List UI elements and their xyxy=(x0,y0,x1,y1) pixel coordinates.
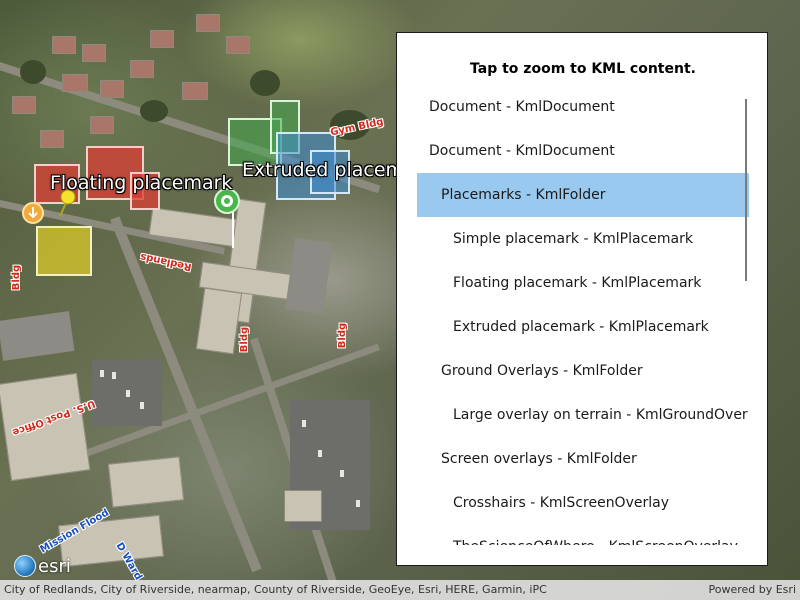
map-label-bldg: Bldg xyxy=(11,264,23,291)
map-car xyxy=(340,470,344,477)
kml-tree-item[interactable]: Screen overlays - KmlFolder xyxy=(417,437,749,481)
map-roof xyxy=(58,514,164,568)
map-roof xyxy=(40,130,64,148)
floating-placemark-label[interactable]: Floating placemark xyxy=(50,172,233,194)
map-car xyxy=(140,402,144,409)
map-roof xyxy=(100,80,124,98)
map-roof xyxy=(285,237,333,315)
kml-tree-item-label: Large overlay on terrain - KmlGroundOver… xyxy=(453,407,749,423)
map-roof xyxy=(182,82,208,100)
map-car xyxy=(126,390,130,397)
kml-tree-item-label: Crosshairs - KmlScreenOverlay xyxy=(453,495,669,511)
kml-tree-item[interactable]: Extruded placemark - KmlPlacemark xyxy=(417,305,749,349)
map-car xyxy=(356,500,360,507)
map-roof xyxy=(52,36,76,54)
globe-marker-icon[interactable] xyxy=(214,188,240,214)
kml-tree-item[interactable]: Floating placemark - KmlPlacemark xyxy=(417,261,749,305)
kml-tree-item-label: Document - KmlDocument xyxy=(429,99,615,115)
powered-by-esri[interactable]: Powered by Esri xyxy=(708,583,796,596)
extruded-placemark-building[interactable] xyxy=(310,150,350,194)
extruded-placemark-label[interactable]: Extruded placem xyxy=(242,159,405,181)
map-tree xyxy=(250,70,280,96)
kml-tree-item-label: Ground Overlays - KmlFolder xyxy=(441,363,643,379)
map-roof xyxy=(0,311,75,361)
esri-logo-text: esri xyxy=(38,555,71,577)
kml-tree-item-label: Extruded placemark - KmlPlacemark xyxy=(453,319,709,335)
map-roof xyxy=(130,60,154,78)
map-roof xyxy=(62,74,88,92)
map-roof xyxy=(226,36,250,54)
attribution-credits: City of Redlands, City of Riverside, nea… xyxy=(4,583,547,596)
scrollbar[interactable] xyxy=(745,99,747,281)
map-label-bldg: Bldg xyxy=(337,322,349,349)
map-roof xyxy=(82,44,106,62)
map-roof xyxy=(196,14,220,32)
attribution-bar[interactable]: City of Redlands, City of Riverside, nea… xyxy=(0,580,800,600)
kml-tree-item[interactable]: Ground Overlays - KmlFolder xyxy=(417,349,749,393)
kml-tree-item-label: Simple placemark - KmlPlacemark xyxy=(453,231,693,247)
simple-placemark-building[interactable] xyxy=(36,226,92,276)
globe-icon xyxy=(14,555,36,577)
kml-tree-item[interactable]: TheScienceOfWhere - KmlScreenOverlay xyxy=(417,525,749,545)
kml-tree-item-label: Screen overlays - KmlFolder xyxy=(441,451,637,467)
floating-placemark-building[interactable] xyxy=(130,172,160,210)
map-roof xyxy=(12,96,36,114)
navigation-marker-icon[interactable] xyxy=(22,202,44,224)
kml-tree-item[interactable]: Simple placemark - KmlPlacemark xyxy=(417,217,749,261)
kml-tree-item[interactable]: Large overlay on terrain - KmlGroundOver… xyxy=(417,393,749,437)
pushpin-icon[interactable] xyxy=(56,188,80,218)
map-tree xyxy=(140,100,168,122)
map-car xyxy=(318,450,322,457)
placemark-leader-line xyxy=(232,212,234,248)
map-label-bldg: Bldg xyxy=(239,326,251,353)
kml-tree-item[interactable]: Placemarks - KmlFolder xyxy=(417,173,749,217)
panel-title: Tap to zoom to KML content. xyxy=(470,61,696,77)
kml-tree-item[interactable]: Crosshairs - KmlScreenOverlay xyxy=(417,481,749,525)
map-tree xyxy=(20,60,46,84)
map-roof xyxy=(150,30,174,48)
kml-tree-item-label: Placemarks - KmlFolder xyxy=(441,187,606,203)
map-tree xyxy=(330,110,370,140)
map-car xyxy=(302,420,306,427)
map-car xyxy=(100,370,104,377)
map-roof xyxy=(284,490,322,522)
kml-tree-item-label: Floating placemark - KmlPlacemark xyxy=(453,275,702,291)
map-car xyxy=(112,372,116,379)
kml-tree-item[interactable]: Document - KmlDocument xyxy=(417,85,749,129)
map-label-redlands: Redlands xyxy=(139,250,193,273)
esri-logo: esri xyxy=(14,554,71,578)
kml-tree-list[interactable]: Document - KmlDocument Document - KmlDocu… xyxy=(397,85,767,545)
map-roof xyxy=(195,287,243,355)
map-roof xyxy=(90,116,114,134)
kml-tree-item-label: Document - KmlDocument xyxy=(429,143,615,159)
kml-tree-item[interactable]: Document - KmlDocument xyxy=(417,129,749,173)
kml-tree-item-label: TheScienceOfWhere - KmlScreenOverlay xyxy=(417,525,738,545)
map-roof xyxy=(107,456,185,508)
kml-content-panel: Tap to zoom to KML content. Document - K… xyxy=(396,32,768,566)
